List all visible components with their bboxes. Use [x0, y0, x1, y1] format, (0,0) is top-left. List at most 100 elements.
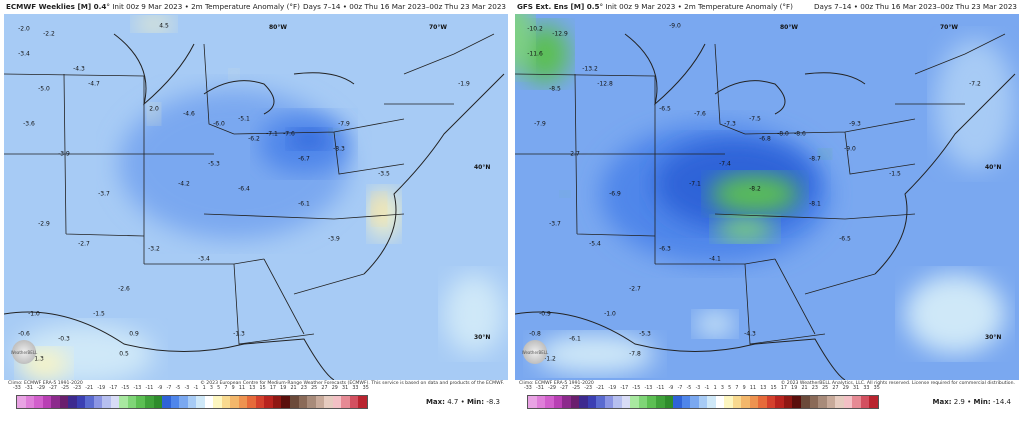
valid-period: Days 7–14 • 00z Thu 16 Mar 2023–00z Thu …	[302, 2, 506, 11]
state-borders	[4, 33, 505, 380]
colorbar	[527, 395, 879, 409]
colorbar-swatch	[613, 396, 622, 408]
colorbar-tick: -9	[157, 386, 163, 391]
max-min-readout: Max: 2.9 • Min: -14.4	[932, 398, 1012, 406]
colorbar-tick: 7	[735, 386, 739, 391]
station-anomaly-value: -7.5	[749, 115, 761, 123]
station-anomaly-value: -8.2	[749, 185, 761, 193]
station-anomaly-value: -6.2	[248, 135, 260, 143]
station-anomaly-value: -7.8	[629, 350, 641, 358]
colorbar-swatch	[221, 396, 231, 408]
colorbar-swatch	[690, 396, 699, 408]
station-anomaly-value: -2.2	[43, 30, 55, 38]
colorbar-swatch	[51, 396, 60, 408]
colorbar-swatch	[76, 396, 86, 408]
colorbar-tick: -11	[656, 386, 665, 391]
station-anomaly-value: 2.7	[570, 150, 580, 158]
colorbar-swatch	[17, 396, 26, 408]
station-anomaly-value: -1.5	[889, 170, 901, 178]
climo-note: Climo: ECMWF ERA-5 1991-2020	[519, 381, 594, 386]
station-anomaly-value: -7.6	[694, 110, 706, 118]
colorbar-tick: 21	[801, 386, 808, 391]
colorbar-tick: -19	[608, 386, 617, 391]
colorbar-tick: 25	[311, 386, 318, 391]
colorbar-swatch	[298, 396, 308, 408]
station-anomaly-value: -3.9	[328, 235, 340, 243]
colorbar-tick: 29	[842, 386, 849, 391]
init-info: Init 00z 9 Mar 2023 • 2m Temperature Ano…	[112, 2, 300, 11]
colorbar-swatch	[25, 396, 35, 408]
station-anomaly-value: -2.6	[118, 285, 130, 293]
colorbar-swatch	[852, 396, 861, 408]
colorbar-swatch	[655, 396, 665, 408]
station-anomaly-value: 2.0	[149, 105, 159, 113]
station-anomaly-value: -0.3	[58, 335, 70, 343]
colorbar-swatch	[42, 396, 52, 408]
colorbar-swatch	[749, 396, 759, 408]
colorbar-swatch	[783, 396, 793, 408]
station-anomaly-value: -2.0	[18, 25, 30, 33]
colorbar-swatch	[358, 396, 367, 408]
colorbar-swatch	[673, 396, 682, 408]
colorbar-swatch	[332, 396, 342, 408]
colorbar-tick: -27	[49, 386, 57, 391]
station-anomaly-value: -8.5	[549, 85, 561, 93]
colorbar-swatch	[758, 396, 767, 408]
ecmwf-panel: ECMWF Weeklies [M] 0.4° Init 00z 9 Mar 2…	[4, 0, 508, 414]
anomaly-shading	[819, 149, 831, 159]
colorbar-swatch	[860, 396, 870, 408]
colorbar-swatch	[127, 396, 137, 408]
colorbar	[16, 395, 368, 409]
colorbar-tick: 3	[209, 386, 213, 391]
colorbar-swatch	[255, 396, 265, 408]
min-label: Min:	[466, 398, 485, 406]
colorbar-swatch	[843, 396, 853, 408]
colorbar-swatch	[766, 396, 776, 408]
colorbar-swatch	[324, 396, 333, 408]
colorbar-swatch	[647, 396, 656, 408]
anomaly-map	[515, 14, 1019, 380]
colorbar-swatch	[281, 396, 290, 408]
colorbar-swatch	[638, 396, 648, 408]
colorbar-tick: 35	[873, 386, 880, 391]
station-anomaly-value: -6.7	[298, 155, 310, 163]
colorbar-tick: -3	[695, 386, 701, 391]
station-anomaly-value: -3.7	[549, 220, 561, 228]
station-anomaly-value: -3.6	[23, 120, 35, 128]
colorbar-tick: 27	[832, 386, 839, 391]
station-anomaly-value: -6.8	[759, 135, 771, 143]
colorbar-tick: 15	[770, 386, 777, 391]
gfs-panel: GFS Ext. Ens [M] 0.5° Init 00z 9 Mar 202…	[515, 0, 1019, 414]
colorbar-tick: 19	[791, 386, 798, 391]
station-anomaly-value: -6.0	[213, 120, 225, 128]
colorbar-swatch	[85, 396, 94, 408]
colorbar-swatch	[272, 396, 282, 408]
station-anomaly-value: -8.0	[777, 130, 789, 138]
station-anomaly-value: -5.3	[208, 160, 220, 168]
station-anomaly-value: 0.9	[129, 330, 139, 338]
station-anomaly-value: -3.7	[98, 190, 110, 198]
colorbar-swatch	[698, 396, 708, 408]
colorbar-swatch	[570, 396, 580, 408]
weatherbell-logo: WeatherBELL	[522, 340, 548, 364]
anomaly-shading	[695, 311, 735, 337]
colorbar-tick: 21	[290, 386, 297, 391]
colorbar-tick: 35	[362, 386, 369, 391]
station-anomaly-value: -9.0	[669, 22, 681, 30]
colorbar-swatch	[170, 396, 180, 408]
colorbar-swatch	[93, 396, 103, 408]
station-anomaly-value: -4.3	[73, 65, 85, 73]
colorbar-swatch	[213, 396, 222, 408]
colorbar-tick: 23	[811, 386, 818, 391]
colorbar-swatch	[162, 396, 171, 408]
colorbar-swatch	[136, 396, 145, 408]
colorbar-tick: 9	[231, 386, 235, 391]
anomaly-shading	[289, 129, 329, 149]
station-anomaly-value: -0.8	[529, 330, 541, 338]
colorbar-tick: -21	[85, 386, 94, 391]
anomaly-map	[4, 14, 508, 380]
model-title: ECMWF Weeklies [M] 0.4	[6, 2, 107, 11]
station-anomaly-value: -6.4	[238, 185, 250, 193]
anomaly-shading	[560, 191, 570, 197]
colorbar-tick: -13	[644, 386, 653, 391]
